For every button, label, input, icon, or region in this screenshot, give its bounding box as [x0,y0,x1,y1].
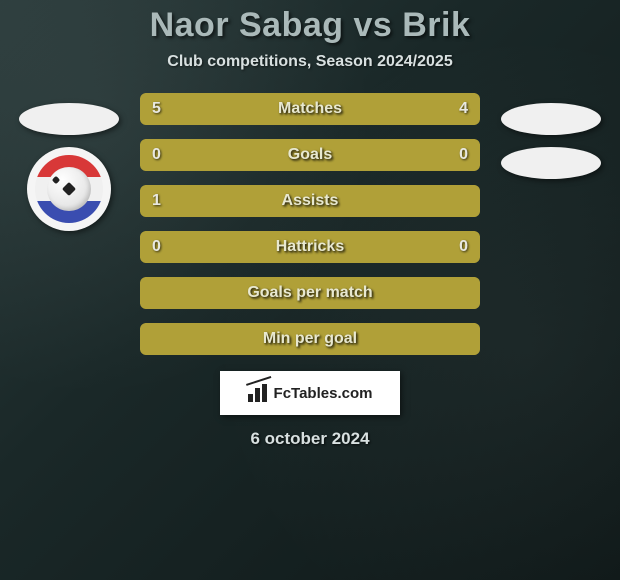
stat-value-right: 0 [447,139,480,171]
page-title: Naor Sabag vs Brik [0,6,620,45]
stat-label: Assists [140,185,480,217]
stat-bar: Goals per match [140,277,480,309]
stat-value-right: 0 [447,231,480,263]
stat-label: Hattricks [140,231,480,263]
left-club-badge [27,147,111,231]
date-label: 6 october 2024 [0,429,620,449]
stat-value-left: 0 [140,231,173,263]
club-badge-graphic [35,155,103,223]
stat-bar: Matches5 4 [140,93,480,125]
right-club-badge-placeholder [501,147,601,179]
brand-text: FcTables.com [274,385,373,402]
page-subtitle: Club competitions, Season 2024/2025 [0,53,620,71]
stat-label: Matches [140,93,480,125]
stat-label: Min per goal [140,323,480,355]
stat-value-left: 0 [140,139,173,171]
stat-bar: Goals0 0 [140,139,480,171]
stat-bars-column: Matches54Goals00Assists1Hattricks00Goals… [140,93,480,355]
stat-bar: Min per goal [140,323,480,355]
stat-bar: Hattricks0 0 [140,231,480,263]
stat-value-left: 1 [140,185,173,217]
stat-value-left: 5 [140,93,173,125]
brand-box: FcTables.com [220,371,400,415]
right-player-photo-placeholder [501,103,601,135]
fctables-icon [248,384,270,402]
content-wrapper: Naor Sabag vs Brik Club competitions, Se… [0,0,620,580]
left-player-col [18,93,120,355]
comparison-row: Matches54Goals00Assists1Hattricks00Goals… [0,93,620,355]
left-player-photo-placeholder [19,103,119,135]
right-player-col [500,93,602,355]
stat-label: Goals [140,139,480,171]
stat-bar: Assists1 [140,185,480,217]
stat-value-right: 4 [447,93,480,125]
stat-label: Goals per match [140,277,480,309]
